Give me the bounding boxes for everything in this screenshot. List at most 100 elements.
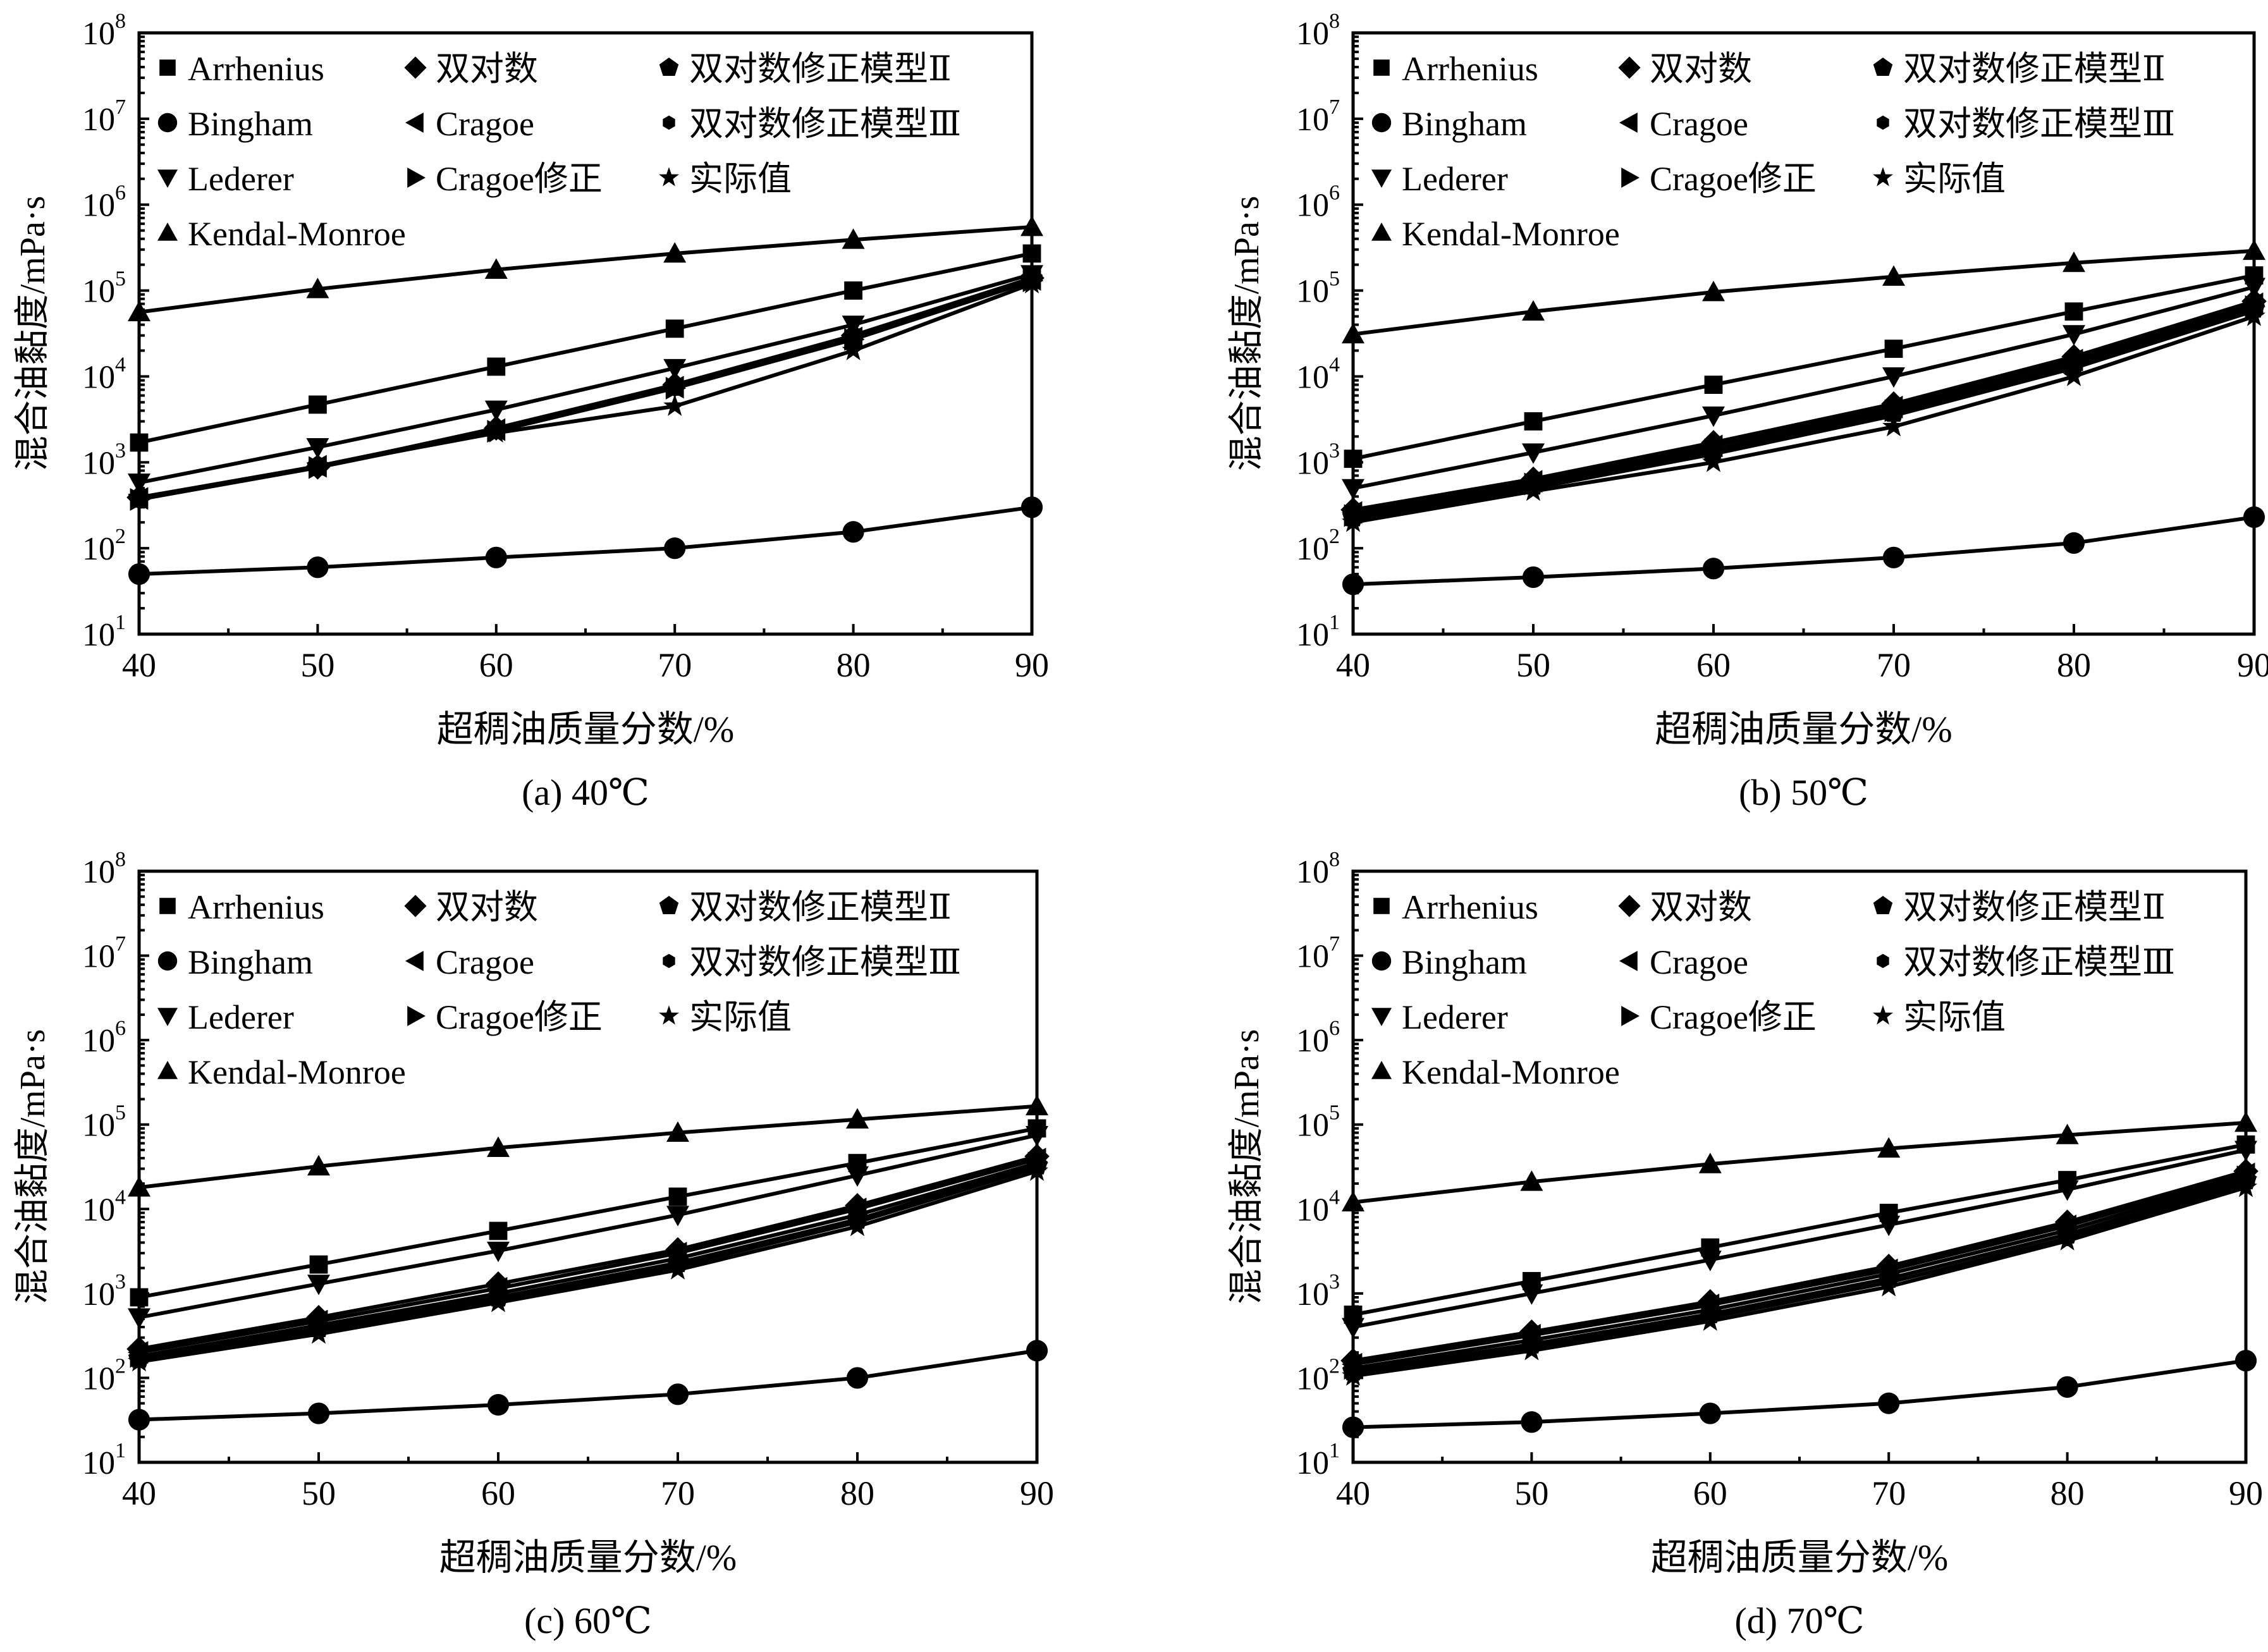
y-tick-exponent: 4	[115, 353, 126, 376]
legend-label: 双对数修正模型Ⅲ	[689, 943, 961, 981]
y-tick-exponent: 8	[115, 9, 126, 33]
legend-marker	[659, 58, 679, 76]
legend-label: 双对数	[1650, 888, 1752, 926]
x-tick-label: 90	[2237, 646, 2268, 684]
legend-label: Lederer	[188, 998, 294, 1036]
legend-label: Arrhenius	[188, 50, 324, 88]
data-point	[2234, 1111, 2257, 1132]
data-point	[2234, 1175, 2257, 1197]
data-point	[2063, 251, 2085, 272]
series-line	[138, 505, 1033, 577]
legend-label: Kendal-Monroe	[188, 1053, 406, 1091]
data-point	[665, 319, 684, 338]
y-tick-label: 107	[82, 95, 126, 138]
y-tick-exponent: 7	[115, 933, 126, 956]
x-tick-label: 40	[122, 646, 156, 684]
series-line	[1352, 309, 2255, 523]
legend-label: Lederer	[188, 160, 294, 198]
legend-marker	[1371, 113, 1392, 133]
legend-marker	[157, 169, 178, 188]
y-tick-label: 102	[82, 1354, 126, 1397]
data-point	[2056, 1228, 2079, 1251]
data-point	[1520, 1338, 1543, 1361]
data-point	[666, 1257, 689, 1280]
x-tick-label: 70	[1877, 646, 1911, 684]
data-point	[307, 1322, 330, 1344]
legend-label: Cragoe	[436, 943, 534, 981]
x-axis-label: 超稠油质量分数/%	[1651, 1537, 1948, 1578]
data-point	[487, 1136, 510, 1157]
legend-label: Arrhenius	[1402, 50, 1538, 88]
legend-label: 双对数修正模型Ⅲ	[1903, 105, 2175, 143]
series-双对数修正模型Ⅱ	[128, 1154, 1048, 1368]
data-point	[2234, 1141, 2257, 1161]
data-point	[1702, 558, 1725, 580]
legend-label: Bingham	[188, 105, 313, 143]
data-point	[130, 433, 149, 452]
y-tick-base: 10	[82, 1108, 115, 1144]
data-point	[1704, 376, 1723, 394]
data-point	[1342, 322, 1364, 344]
y-tick-label: 105	[82, 1101, 126, 1144]
data-point	[307, 1154, 330, 1176]
series-line	[1352, 1175, 2247, 1371]
series-line	[138, 1165, 1038, 1363]
series-Lederer	[1342, 278, 2265, 500]
x-tick-label: 60	[479, 646, 513, 684]
legend-marker	[659, 896, 679, 914]
data-point	[844, 281, 862, 300]
series-line	[1352, 314, 2255, 525]
x-tick-label: 60	[1696, 646, 1731, 684]
y-tick-base: 10	[82, 359, 115, 395]
legend-marker	[1873, 896, 1893, 914]
series-line	[138, 1163, 1038, 1361]
series-双对数	[1340, 288, 2267, 523]
data-point	[1520, 1284, 1543, 1305]
legend-marker	[1371, 951, 1392, 971]
x-axis-label: 超稠油质量分数/%	[1655, 709, 1952, 750]
y-tick-exponent: 2	[115, 525, 126, 548]
data-point	[1702, 406, 1725, 427]
legend-marker	[1371, 169, 1392, 188]
series-Bingham	[1342, 1350, 2257, 1438]
data-point	[307, 1402, 330, 1424]
y-tick-base: 10	[82, 274, 115, 310]
legend-marker	[1621, 1006, 1640, 1026]
data-point	[1877, 1137, 1901, 1158]
legend-label: Bingham	[1402, 105, 1527, 143]
data-point	[846, 1215, 869, 1237]
legend-marker	[1618, 895, 1641, 917]
x-tick-label: 90	[1020, 1474, 1054, 1512]
data-point	[485, 546, 507, 568]
data-point	[1021, 215, 1043, 236]
legend-label: 实际值	[689, 998, 792, 1036]
x-tick-label: 70	[661, 1474, 695, 1512]
series-line	[1352, 248, 2255, 336]
data-point	[842, 521, 864, 543]
data-point	[128, 300, 150, 322]
data-point	[1021, 271, 1043, 294]
legend-label: Cragoe	[1650, 943, 1748, 981]
data-point	[668, 379, 682, 396]
legend-label: Bingham	[1402, 943, 1527, 981]
data-point	[1026, 1126, 1048, 1147]
y-tick-base: 10	[82, 1023, 115, 1059]
data-point	[842, 338, 865, 360]
data-point	[1882, 415, 1905, 437]
data-point	[666, 1121, 689, 1142]
data-point	[487, 1393, 510, 1416]
y-tick-exponent: 3	[1329, 1270, 1340, 1294]
panel-title: (b) 50℃	[1739, 772, 1868, 813]
y-tick-exponent: 3	[1329, 439, 1340, 462]
legend-marker	[659, 167, 679, 187]
data-point	[128, 1176, 150, 1197]
data-point	[1882, 265, 1905, 286]
data-point	[1522, 479, 1545, 501]
y-tick-label: 108	[82, 9, 126, 52]
data-point	[1522, 443, 1545, 464]
series-line	[1352, 302, 2255, 515]
data-point	[1520, 1170, 1543, 1191]
y-axis-label: 混合油黏度/mPa·s	[1227, 196, 1266, 472]
